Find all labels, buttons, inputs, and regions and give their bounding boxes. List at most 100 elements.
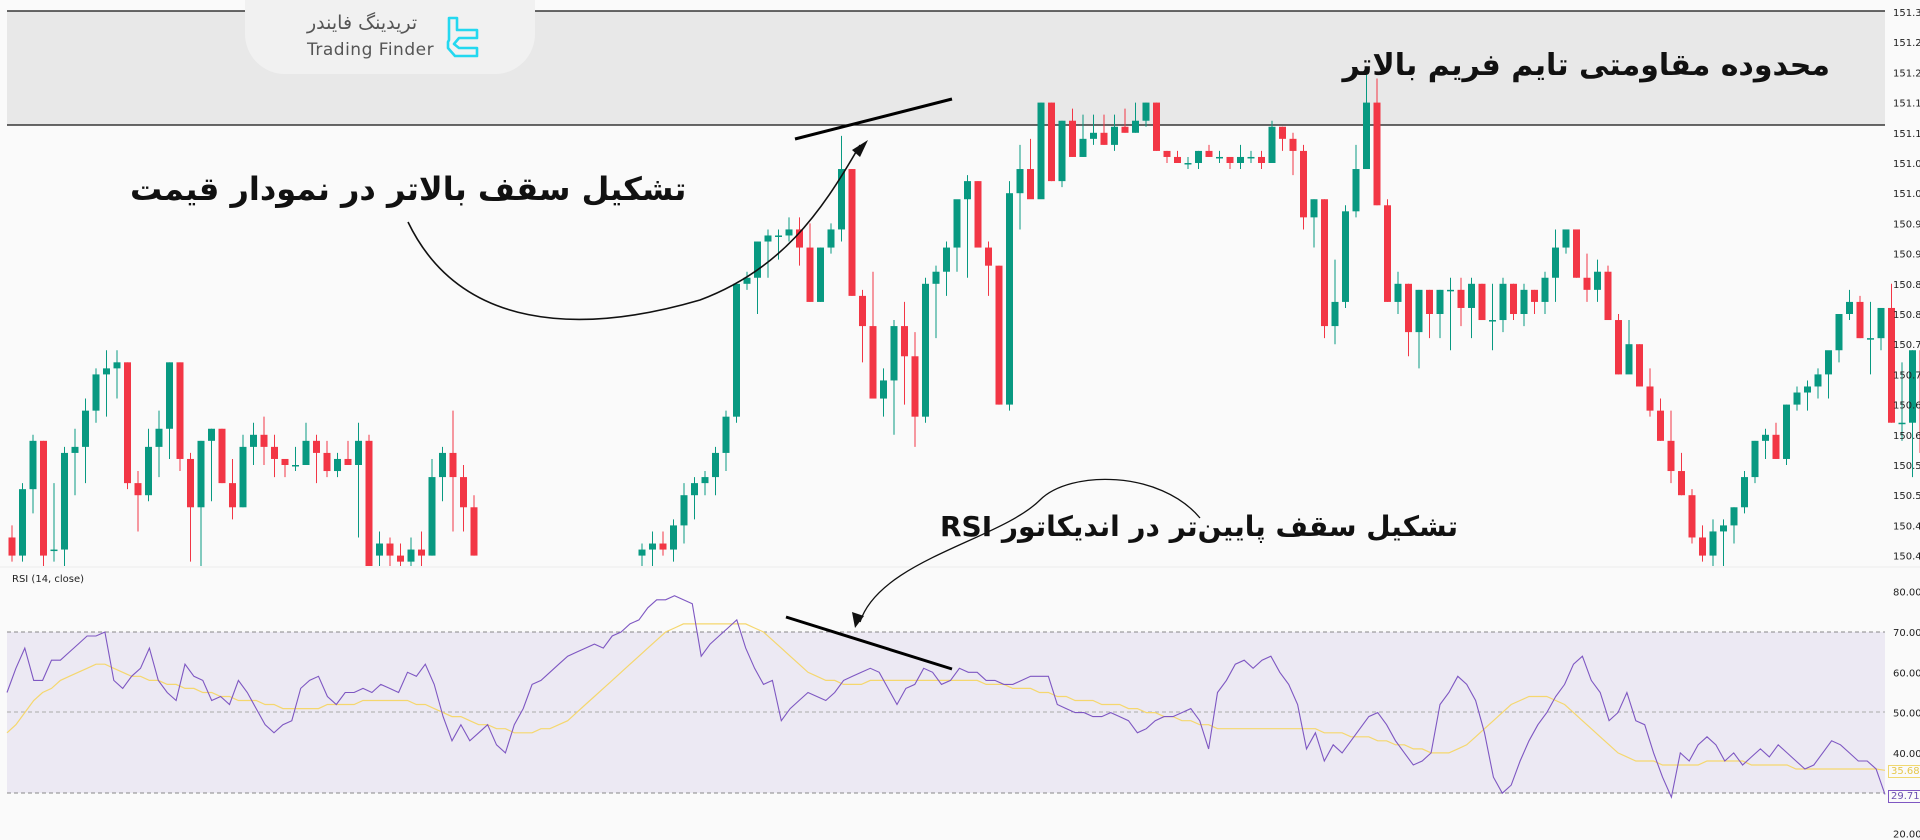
candle-body <box>82 410 89 447</box>
candle-body <box>19 489 26 556</box>
candle-body <box>397 555 404 562</box>
candle-body <box>1405 283 1412 333</box>
candle-body <box>1121 126 1129 133</box>
rsi-tick-label: 60.00 <box>1893 668 1920 679</box>
candle-body <box>1678 471 1685 496</box>
candle-body <box>1814 374 1822 387</box>
candle-body <box>8 537 16 556</box>
candle-body <box>1625 344 1633 375</box>
candle-body <box>407 549 415 562</box>
candle-body <box>1583 277 1591 290</box>
price-axis[interactable]: 151.300 151.250 151.200 151.150 151.100 151.0… <box>1893 8 1920 563</box>
candle-body <box>1762 434 1769 441</box>
candle-body <box>1667 440 1675 472</box>
candle-body <box>764 235 772 242</box>
candle-body <box>313 440 320 453</box>
price-tick-label: 150.400 <box>1893 552 1920 563</box>
rsi-arrow-head-icon <box>852 612 864 628</box>
candle-body <box>229 483 236 508</box>
candle-body <box>1226 156 1234 163</box>
rsi-title[interactable]: RSI (14, close) <box>12 574 84 585</box>
candle-body <box>1268 126 1276 163</box>
rsi-axis[interactable]: 80.00 70.00 60.00 50.00 40.00 20.00 <box>1893 588 1920 840</box>
price-tick-label: 150.600 <box>1893 431 1920 442</box>
price-tick-label: 150.900 <box>1893 250 1920 261</box>
price-tick-label: 151.050 <box>1893 159 1920 170</box>
candle-body <box>649 543 656 550</box>
candle-body <box>985 247 992 266</box>
rsi-value-tag: 29.71 <box>1888 790 1920 803</box>
candle-body <box>1048 102 1055 182</box>
candle-body <box>355 440 362 465</box>
price-tick-label: 150.550 <box>1893 461 1920 472</box>
candle-body <box>1825 350 1832 375</box>
candle-body <box>1573 229 1580 278</box>
candle-body <box>995 265 1003 405</box>
rsi-tick-label: 20.00 <box>1893 830 1920 840</box>
candle-body <box>701 477 709 484</box>
candle-body <box>670 525 677 550</box>
candle-body <box>176 362 184 459</box>
price-tick-label: 150.950 <box>1893 219 1920 230</box>
candle-body <box>1321 199 1328 327</box>
price-tick-label: 150.700 <box>1893 370 1920 381</box>
candle-body <box>1079 138 1087 157</box>
candle-body <box>61 452 68 550</box>
candle-body <box>1111 126 1118 145</box>
candle-body <box>1037 102 1045 200</box>
candle-body <box>1877 307 1885 339</box>
logo-tab: تریدینگ فایندر Trading Finder <box>245 0 535 74</box>
candle-body <box>166 362 173 429</box>
candle-body <box>386 543 394 556</box>
candle-body <box>1804 386 1811 393</box>
candle-body <box>911 356 919 417</box>
candle-body <box>271 446 278 459</box>
candle-body <box>1720 525 1727 532</box>
candle-body <box>1342 211 1349 302</box>
candle-body <box>1615 320 1622 375</box>
candle-body <box>848 169 856 296</box>
rsi-line <box>6 595 1886 800</box>
price-tick-label: 150.800 <box>1893 310 1920 321</box>
candle-body <box>1184 163 1192 165</box>
candle-body <box>1478 283 1486 321</box>
candle-body <box>1058 120 1066 182</box>
candle-body <box>40 440 47 556</box>
candle-body <box>1289 138 1297 151</box>
price-tick-label: 150.850 <box>1893 280 1920 291</box>
candle-body <box>1205 150 1213 157</box>
candle-body <box>281 458 289 465</box>
candle-body <box>239 446 247 508</box>
candle-body <box>964 181 971 200</box>
candle-body <box>869 326 877 399</box>
candle-body <box>785 229 793 236</box>
candle-body <box>1016 169 1024 194</box>
candle-body <box>1100 132 1108 145</box>
candle-body <box>680 495 688 526</box>
candle-body <box>1909 350 1916 423</box>
rsi-ma-line <box>6 623 1886 771</box>
candle-body <box>1657 410 1664 441</box>
candle-body <box>124 362 131 484</box>
candle-body <box>943 247 950 272</box>
candle-body <box>323 452 331 472</box>
rsi-tick-label: 80.00 <box>1893 588 1920 599</box>
candle-body <box>775 235 782 237</box>
candle-body <box>817 247 824 302</box>
price-tick-label: 150.500 <box>1893 491 1920 502</box>
candle-body <box>859 295 866 327</box>
candle-body <box>92 374 100 411</box>
candle-body <box>449 452 457 478</box>
candle-body <box>103 368 110 375</box>
candle-body <box>953 199 961 248</box>
candle-body <box>1856 301 1864 339</box>
candle-body <box>1142 102 1150 121</box>
candle-body <box>334 458 341 472</box>
candle-body <box>743 277 751 284</box>
candle-body <box>659 543 667 550</box>
candle-body <box>1457 289 1465 308</box>
candle-body <box>1394 283 1402 302</box>
price-tick-label: 150.450 <box>1893 521 1920 532</box>
candle-body <box>1730 507 1738 526</box>
